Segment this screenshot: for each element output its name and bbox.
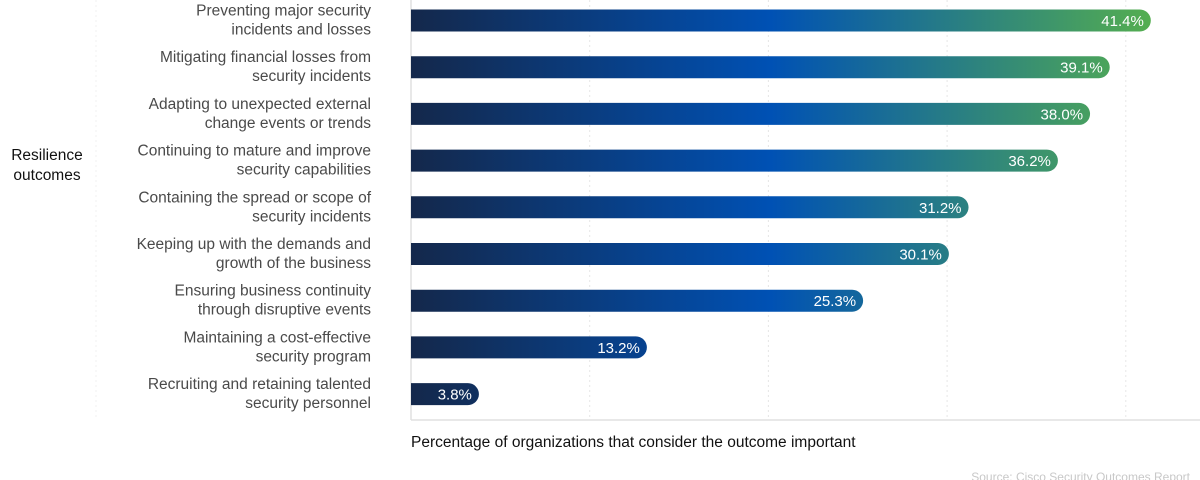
category-label: change events or trends	[205, 115, 372, 132]
group-label-line2: outcomes	[13, 167, 80, 184]
category-label: Recruiting and retaining talented	[148, 376, 371, 393]
category-label: security personnel	[245, 395, 371, 412]
bar	[411, 102, 1091, 125]
category-labels: Preventing major security incidents and l…	[137, 3, 372, 413]
bars: 41.4% 39.1% 38.0% 36.2% 31.2% 30.1% 25.3% 13.2%…	[411, 9, 1151, 406]
bar	[411, 9, 1151, 32]
bar	[411, 149, 1058, 172]
category-label: incidents and losses	[231, 22, 371, 39]
data-label: 31.2%	[919, 200, 962, 217]
bar	[411, 56, 1110, 79]
category-label: Ensuring business continuity	[175, 283, 372, 300]
x-axis-label: Percentage of organizations that conside…	[411, 434, 856, 451]
data-label: 36.2%	[1008, 153, 1051, 170]
data-label: 38.0%	[1041, 106, 1084, 123]
category-label: Preventing major security	[196, 3, 371, 20]
category-label: through disruptive events	[198, 302, 371, 319]
bar	[411, 289, 864, 312]
category-label: security capabilities	[237, 162, 372, 179]
source-note: Source: Cisco Security Outcomes Report	[971, 470, 1190, 480]
category-label: Maintaining a cost-effective	[183, 329, 371, 346]
group-label: Resilience	[11, 147, 83, 164]
category-label: Keeping up with the demands and	[137, 236, 371, 253]
data-label: 25.3%	[814, 293, 857, 310]
category-label: security program	[256, 348, 371, 365]
category-label: security incidents	[252, 68, 371, 85]
category-label: Continuing to mature and improve	[138, 143, 372, 160]
bar	[411, 196, 969, 219]
bar	[411, 243, 949, 265]
category-label: Containing the spread or scope of	[138, 189, 371, 206]
data-label: 30.1%	[899, 247, 942, 264]
data-label: 13.2%	[597, 340, 640, 357]
category-label: Adapting to unexpected external	[149, 96, 371, 113]
category-label: Mitigating financial losses from	[160, 49, 371, 66]
category-label: security incidents	[252, 208, 371, 225]
bar	[411, 336, 647, 359]
data-label: 3.8%	[438, 387, 472, 404]
data-label: 39.1%	[1060, 60, 1103, 77]
data-label: 41.4%	[1101, 13, 1144, 30]
bar	[411, 383, 479, 406]
category-label: growth of the business	[216, 255, 371, 272]
